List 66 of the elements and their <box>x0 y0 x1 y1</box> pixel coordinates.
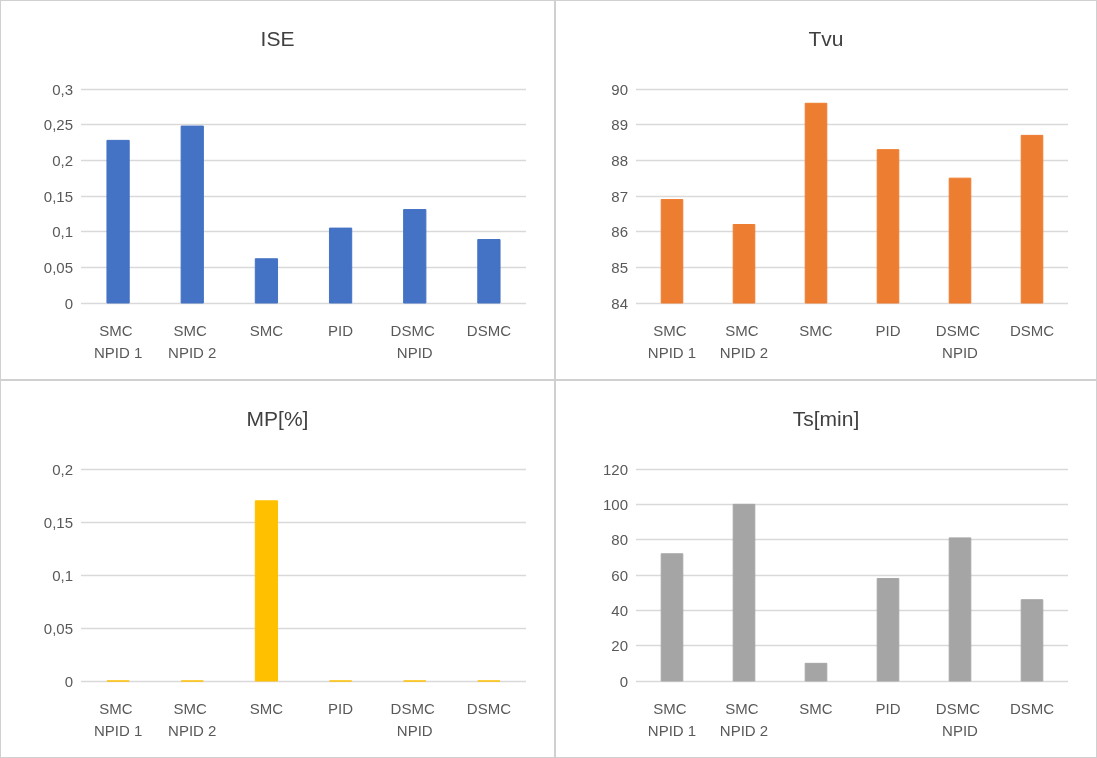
y-tick-label: 40 <box>611 601 628 619</box>
bar <box>477 239 501 304</box>
chart-title: MP[%] <box>246 407 309 430</box>
x-tick-label: SMC NPID 1 <box>93 321 143 361</box>
x-tick-label: SMC <box>249 321 284 339</box>
x-tick-label: PID <box>875 321 901 339</box>
x-tick-label: SMC NPID 2 <box>168 699 217 739</box>
y-tick-label: 120 <box>602 460 628 478</box>
bar <box>876 578 900 682</box>
y-tick-label: 89 <box>611 116 628 134</box>
x-tick-label: SMC NPID 2 <box>168 321 217 361</box>
x-tick-label: SMC NPID 2 <box>719 321 769 361</box>
chart-title: Tvu <box>808 27 844 50</box>
x-tick-label: SMC NPID 1 <box>647 321 697 361</box>
y-tick-label: 60 <box>611 566 628 584</box>
y-tick-label: 0,05 <box>43 258 73 276</box>
y-tick-label: 0,3 <box>52 80 73 98</box>
bar <box>732 503 756 682</box>
y-tick-label: 0,1 <box>52 566 73 584</box>
chart-title: Ts[min] <box>792 407 860 430</box>
bar <box>804 662 828 682</box>
y-tick-label: 20 <box>611 637 628 655</box>
y-tick-label: 0,1 <box>52 223 73 241</box>
x-tick-label: SMC NPID 2 <box>719 699 769 739</box>
x-tick-label: DSMC NPID <box>935 321 985 361</box>
y-tick-label: 0,2 <box>52 460 73 478</box>
bar <box>948 537 972 682</box>
x-tick-label: SMC NPID 1 <box>647 699 697 739</box>
x-tick-label: SMC <box>799 699 833 717</box>
x-tick-label: DSMC <box>1009 321 1055 339</box>
x-tick-label: SMC <box>799 321 833 339</box>
bar <box>180 125 204 304</box>
bar <box>660 553 684 682</box>
y-tick-label: 0,2 <box>52 151 73 169</box>
x-tick-label: SMC <box>249 699 284 717</box>
bar <box>106 139 130 304</box>
y-tick-label: 0 <box>64 672 73 690</box>
x-tick-label: DSMC <box>466 699 512 717</box>
y-tick-label: 88 <box>611 151 628 169</box>
x-tick-label: SMC NPID 1 <box>93 699 143 739</box>
y-tick-label: 0 <box>619 672 628 690</box>
bar <box>1020 599 1044 682</box>
x-tick-label: DSMC NPID <box>390 321 439 361</box>
y-tick-label: 0,15 <box>43 513 73 531</box>
x-tick-label: DSMC <box>466 321 512 339</box>
bar <box>328 227 353 304</box>
bar <box>403 209 427 304</box>
x-tick-label: DSMC <box>1009 699 1055 717</box>
y-tick-label: 100 <box>602 495 628 513</box>
x-tick-label: PID <box>328 321 354 339</box>
y-tick-label: 0,05 <box>43 619 73 637</box>
y-tick-label: 0,25 <box>43 116 73 134</box>
x-tick-label: DSMC NPID <box>390 699 439 739</box>
x-tick-label: PID <box>875 699 901 717</box>
y-tick-label: 85 <box>611 258 628 276</box>
chart-title: ISE <box>260 27 295 50</box>
y-tick-label: 0,15 <box>43 187 73 205</box>
y-tick-label: 80 <box>611 531 628 549</box>
y-tick-label: 84 <box>611 294 628 312</box>
y-tick-label: 90 <box>611 80 628 98</box>
x-tick-label: DSMC NPID <box>935 699 985 739</box>
y-tick-label: 86 <box>611 223 628 241</box>
x-tick-label: PID <box>328 699 354 717</box>
y-tick-label: 0 <box>64 294 73 312</box>
y-tick-label: 87 <box>611 187 628 205</box>
bar <box>254 258 279 304</box>
